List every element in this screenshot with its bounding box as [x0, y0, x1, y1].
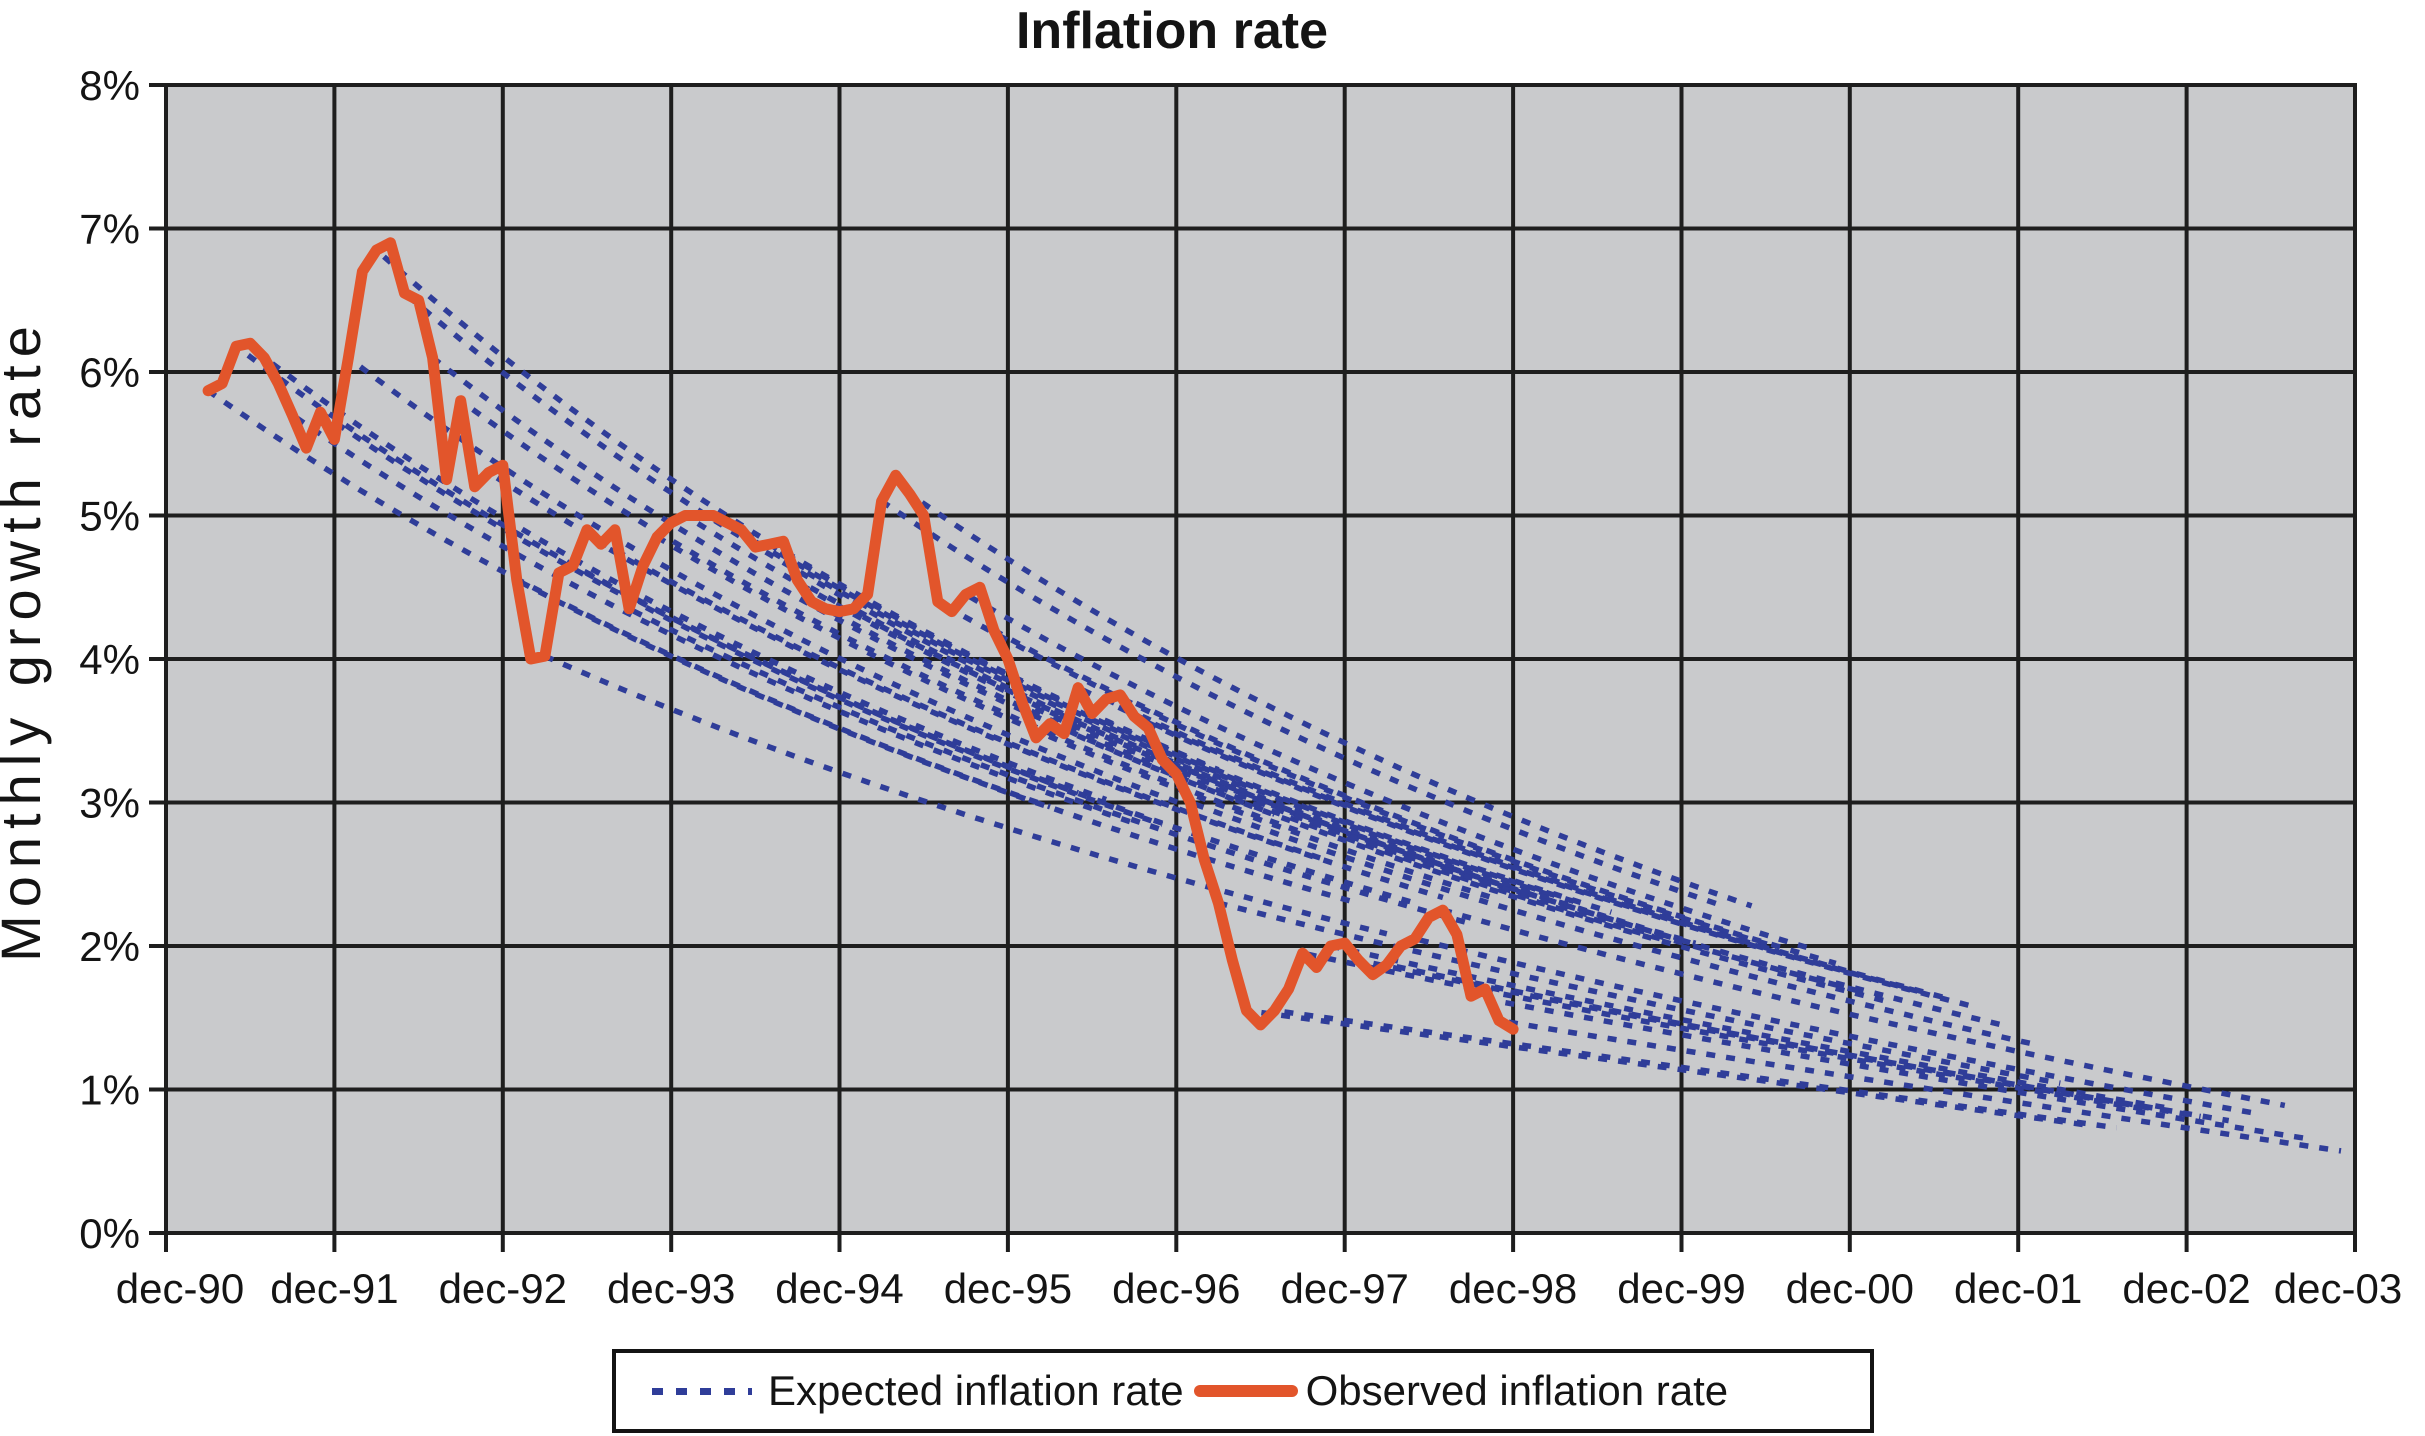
observed-line-marker-icon	[1193, 1385, 1298, 1397]
expected-inflation-curve	[543, 653, 1388, 937]
expected-inflation-curve	[655, 534, 1500, 903]
x-tick-label: dec-95	[944, 1265, 1072, 1312]
expected-inflation-curve	[1048, 721, 1893, 1006]
expected-inflation-curve	[1386, 962, 2230, 1124]
x-tick-label: dec-90	[116, 1265, 244, 1312]
expected-inflation-curve	[571, 563, 1416, 906]
y-axis-title: Monthly growth rate	[0, 318, 52, 962]
y-tick-label: 5%	[79, 493, 140, 540]
tick-layer	[149, 83, 2357, 1252]
expected-inflation-curve	[880, 498, 1725, 909]
chart-title: Inflation rate	[1016, 2, 1328, 60]
expected-inflation-curve	[964, 592, 1809, 951]
expected-inflation-curve	[796, 577, 1641, 931]
legend: Expected inflation rate Observed inflati…	[612, 1349, 1874, 1433]
legend-label-observed: Observed inflation rate	[1305, 1367, 1729, 1414]
x-tick-label: dec-00	[1786, 1265, 1914, 1312]
x-tick-label: dec-97	[1280, 1265, 1408, 1312]
x-tick-label: dec-03	[2274, 1265, 2402, 1312]
y-tick-label: 3%	[79, 780, 140, 827]
x-tick-label: dec-93	[607, 1265, 735, 1312]
expected-inflation-curve	[1498, 1017, 2342, 1154]
expected-inflation-curve	[767, 541, 1613, 915]
expected-inflation-curve	[318, 409, 1164, 828]
y-tick-label: 7%	[79, 206, 140, 253]
x-tick-label: dec-01	[1954, 1265, 2082, 1312]
observed-line-layer	[202, 237, 1519, 1035]
x-tick-label: dec-92	[439, 1265, 567, 1312]
observed-inflation-line	[202, 237, 1519, 1035]
tick-label-layer: 0% 1% 2% 3% 4% 5% 6% 7% 8% dec-90 dec-91 dec-92 dec-…	[79, 62, 2402, 1312]
expected-line-marker-icon	[652, 1387, 752, 1395]
x-tick-label: dec-91	[270, 1265, 398, 1312]
expected-inflation-curve	[346, 355, 1192, 810]
expected-inflation-curve	[1189, 799, 2033, 1047]
x-tick-label: dec-94	[775, 1265, 903, 1312]
expected-inflation-curve	[1217, 900, 2061, 1086]
expected-inflation-curve	[1442, 907, 2286, 1109]
expected-inflation-curve	[290, 412, 1136, 826]
expected-inflation-curve	[1470, 993, 2314, 1143]
y-tick-label: 1%	[79, 1067, 140, 1114]
expected-inflation-curve	[683, 513, 1528, 897]
expected-inflation-curve	[1161, 756, 2005, 1029]
expected-inflation-curve	[430, 355, 1276, 817]
expected-inflation-curve	[1246, 1007, 2089, 1129]
y-tick-label: 2%	[79, 923, 140, 970]
expected-inflation-curve	[402, 290, 1248, 791]
y-tick-label: 0%	[79, 1210, 140, 1257]
y-tick-label: 8%	[79, 62, 140, 109]
y-tick-label: 4%	[79, 636, 140, 683]
expected-inflation-curve	[1302, 950, 2145, 1112]
expected-inflation-curve	[992, 627, 1837, 967]
x-tick-label: dec-99	[1617, 1265, 1745, 1312]
expected-inflation-curve	[262, 355, 1108, 803]
expected-fan-layer	[206, 247, 2342, 1154]
x-tick-label: dec-02	[2122, 1265, 2250, 1312]
x-tick-label: dec-96	[1112, 1265, 1240, 1312]
expected-inflation-curve	[1414, 936, 2258, 1117]
legend-label-expected: Expected inflation rate	[768, 1367, 1184, 1414]
y-tick-label: 6%	[79, 349, 140, 396]
x-tick-label: dec-98	[1449, 1265, 1577, 1312]
expected-inflation-curve	[824, 606, 1669, 944]
